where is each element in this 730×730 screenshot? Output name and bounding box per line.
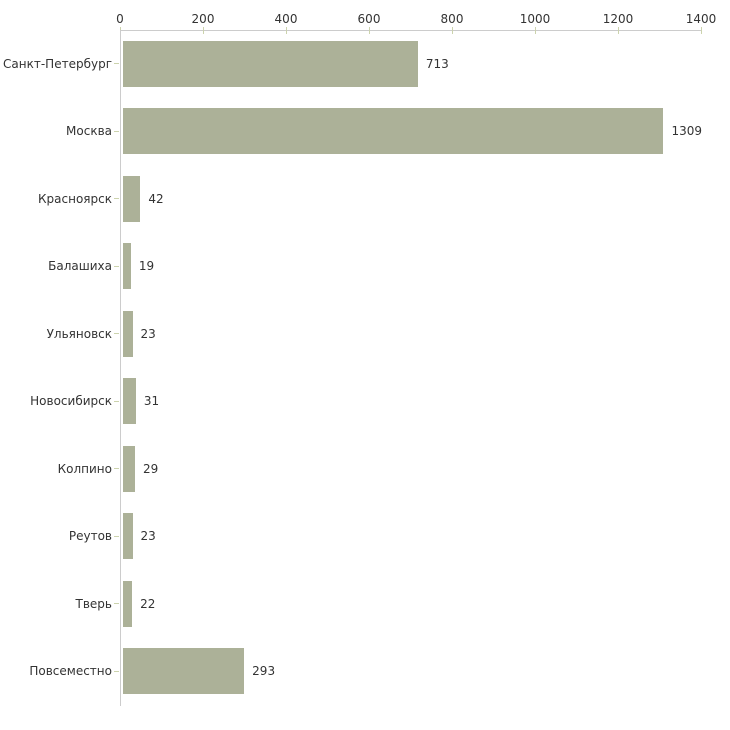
bar — [123, 378, 136, 425]
y-tick-mark — [114, 265, 119, 267]
bar — [123, 108, 664, 155]
value-label: 31 — [143, 394, 160, 409]
y-tick-mark — [114, 130, 119, 132]
x-tick-mark — [701, 27, 702, 34]
bar-zone: 23 — [123, 513, 702, 560]
chart-row: Тверь 22 — [0, 570, 730, 638]
value-label: 23 — [140, 529, 156, 544]
value-label: 23 — [140, 326, 156, 341]
x-tick-mark — [369, 27, 370, 34]
bar — [123, 243, 131, 290]
bar — [123, 648, 245, 695]
bar — [123, 580, 133, 627]
x-tick-mark — [618, 27, 619, 34]
y-tick-mark — [114, 198, 119, 200]
chart-row: Повсеместно 293 — [0, 638, 730, 706]
bar-zone: 713 — [123, 40, 702, 87]
x-tick-mark — [286, 27, 287, 34]
value-label: 1309 — [671, 124, 702, 139]
bar-zone: 23 — [123, 310, 702, 357]
x-tick-label: 800 — [440, 12, 464, 26]
category-label: Балашиха — [48, 259, 112, 274]
y-tick-mark — [114, 603, 119, 605]
y-tick-mark — [114, 535, 119, 537]
category-label: Колпино — [57, 461, 112, 476]
y-tick-mark — [114, 333, 119, 335]
x-tick-label: 1000 — [519, 12, 551, 26]
y-tick-mark — [114, 468, 119, 470]
chart-row: Санкт-Петербург 713 — [0, 30, 730, 98]
bar-zone: 22 — [123, 580, 702, 627]
x-tick-mark — [203, 27, 204, 34]
value-label: 713 — [425, 56, 449, 71]
chart-row: Москва 1309 — [0, 98, 730, 166]
y-axis-line — [120, 30, 121, 706]
bar-zone: 293 — [123, 648, 702, 695]
x-tick-mark — [452, 27, 453, 34]
bar-zone: 31 — [123, 378, 702, 425]
y-tick-mark — [114, 670, 119, 672]
x-tick-label: 0 — [116, 12, 124, 26]
category-label: Санкт-Петербург — [3, 56, 112, 71]
value-label: 42 — [148, 191, 164, 206]
category-label: Реутов — [68, 529, 112, 544]
x-tick-mark — [535, 27, 536, 34]
chart-row: Колпино 29 — [0, 435, 730, 503]
bar — [123, 310, 133, 357]
category-label: Новосибирск — [30, 394, 112, 409]
x-tick-label: 1200 — [602, 12, 634, 26]
bar-zone: 29 — [123, 445, 702, 492]
category-label: Москва — [66, 124, 112, 139]
value-label: 293 — [252, 664, 276, 679]
bar-zone: 42 — [123, 175, 702, 222]
chart-row: Новосибирск 31 — [0, 368, 730, 436]
value-label: 19 — [138, 259, 155, 274]
bar — [123, 175, 141, 222]
x-tick-label: 600 — [357, 12, 381, 26]
value-label: 22 — [140, 596, 156, 611]
category-label: Тверь — [75, 596, 112, 611]
bar — [123, 445, 135, 492]
x-axis-line — [120, 30, 702, 31]
bar — [123, 513, 133, 560]
chart-row: Красноярск 42 — [0, 165, 730, 233]
x-tick-label: 400 — [274, 12, 298, 26]
x-tick-label: 1400 — [685, 12, 717, 26]
category-label: Повсеместно — [29, 664, 112, 679]
value-label: 29 — [142, 461, 159, 476]
y-tick-mark — [114, 400, 119, 402]
bar — [123, 40, 418, 87]
chart-row: Реутов 23 — [0, 503, 730, 571]
chart-row: Ульяновск 23 — [0, 300, 730, 368]
chart-row: Балашиха 19 — [0, 233, 730, 301]
category-label: Ульяновск — [46, 326, 112, 341]
bar-zone: 1309 — [123, 108, 702, 155]
bar-zone: 19 — [123, 243, 702, 290]
plot-area: Санкт-Петербург 713 Москва 1309 Красноярск 42… — [0, 30, 730, 705]
x-tick-label: 200 — [191, 12, 215, 26]
category-label: Красноярск — [38, 191, 112, 206]
y-tick-mark — [114, 63, 119, 65]
